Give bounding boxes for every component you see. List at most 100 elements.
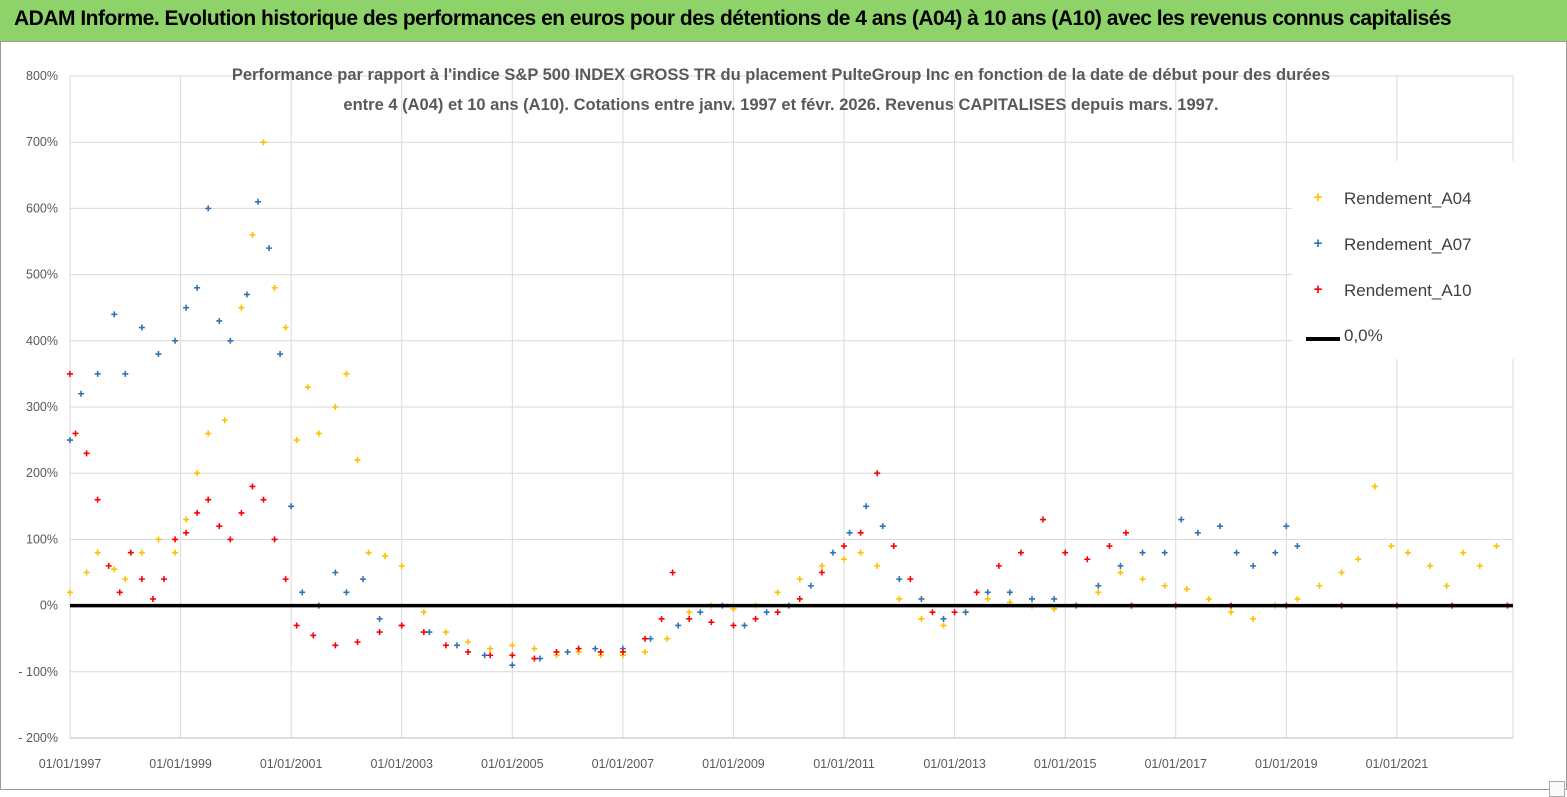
data-point — [398, 622, 405, 629]
data-point — [841, 556, 848, 563]
data-point — [973, 589, 980, 596]
data-point — [697, 609, 704, 616]
chart-svg: 800% 700% 600% 500% 400% 300% 200% 100% 0% - 100%… — [18, 66, 1514, 771]
chart-subtitle-line1: Performance par rapport à l'indice S&P 5… — [232, 66, 1330, 84]
data-point — [1139, 576, 1146, 583]
data-point — [138, 324, 145, 331]
data-point — [67, 589, 73, 596]
data-point — [1095, 582, 1102, 589]
data-point — [293, 622, 300, 629]
data-point — [1283, 523, 1290, 530]
data-point — [442, 629, 449, 636]
series-rendement_a04 — [67, 139, 1500, 659]
data-point — [647, 635, 654, 642]
data-point — [1233, 549, 1240, 556]
data-point — [741, 622, 748, 629]
legend-item-a07: + Rendement_A07 — [1312, 235, 1472, 255]
data-point — [509, 652, 516, 659]
data-point — [160, 576, 167, 583]
data-point — [962, 609, 969, 616]
y-tick-label: 600% — [26, 201, 58, 215]
data-point — [929, 609, 936, 616]
data-point — [675, 622, 682, 629]
data-point — [365, 549, 372, 556]
data-point — [890, 543, 897, 550]
data-point — [1316, 582, 1323, 589]
data-point — [1338, 569, 1345, 576]
data-point — [641, 648, 648, 655]
data-point — [531, 645, 538, 652]
y-tick-label: 400% — [26, 334, 58, 348]
data-point — [127, 549, 134, 556]
data-point — [94, 370, 101, 377]
data-point — [304, 384, 311, 391]
data-point — [315, 430, 322, 437]
resize-handle-icon[interactable] — [1549, 781, 1565, 797]
data-point — [730, 622, 737, 629]
data-point — [1117, 562, 1124, 569]
data-point — [1084, 556, 1091, 563]
y-tick-label: 800% — [26, 69, 58, 83]
data-point — [1205, 595, 1212, 602]
data-point — [260, 496, 267, 503]
legend-zero-line-icon — [1306, 337, 1340, 341]
data-point — [984, 589, 991, 596]
data-point — [465, 648, 472, 655]
y-tick-label: - 100% — [18, 665, 58, 679]
x-tick-label: 01/01/2001 — [260, 757, 323, 771]
data-point — [94, 549, 101, 556]
data-point — [398, 562, 405, 569]
data-point — [1404, 549, 1411, 556]
data-point — [465, 639, 472, 646]
data-point — [271, 536, 278, 543]
data-point — [111, 566, 118, 573]
data-point — [1294, 543, 1301, 550]
data-point — [216, 523, 223, 530]
x-axis-ticks: 01/01/1997 01/01/1999 01/01/2001 01/01/2003… — [39, 757, 1429, 771]
data-point — [509, 662, 516, 669]
data-point — [260, 139, 267, 146]
y-tick-label: 200% — [26, 466, 58, 480]
x-tick-label: 01/01/2009 — [702, 757, 765, 771]
chart-frame: 800% 700% 600% 500% 400% 300% 200% 100% 0% - 100%… — [0, 41, 1567, 797]
data-point — [1460, 549, 1467, 556]
data-point — [686, 615, 693, 622]
data-point — [238, 509, 245, 516]
x-tick-label: 01/01/2011 — [813, 757, 875, 771]
plus-marker-icon: + — [1313, 235, 1323, 252]
data-point — [1443, 582, 1450, 589]
data-point — [282, 324, 289, 331]
data-point — [360, 576, 367, 583]
data-point — [442, 642, 449, 649]
data-point — [1161, 582, 1168, 589]
data-point — [332, 569, 339, 576]
data-point — [194, 284, 201, 291]
data-point — [67, 437, 73, 444]
y-tick-label: 700% — [26, 135, 58, 149]
data-point — [149, 595, 156, 602]
data-point — [155, 536, 162, 543]
data-point — [332, 404, 339, 410]
data-point — [1040, 516, 1047, 523]
data-point — [918, 615, 925, 622]
data-point — [83, 450, 90, 457]
data-point — [1371, 483, 1378, 490]
data-point — [420, 609, 427, 616]
data-point — [619, 648, 626, 655]
data-point — [122, 370, 129, 377]
data-point — [116, 589, 123, 596]
data-point — [1355, 556, 1362, 563]
legend-label-a10: Rendement_A10 — [1344, 281, 1472, 300]
data-point — [1228, 609, 1235, 616]
data-point — [183, 516, 190, 523]
x-tick-label: 01/01/2013 — [923, 757, 986, 771]
data-point — [343, 589, 350, 596]
y-tick-label: 0% — [40, 599, 58, 613]
data-point — [896, 595, 903, 602]
data-point — [641, 635, 648, 642]
data-point — [1476, 562, 1483, 569]
data-point — [376, 615, 383, 622]
x-tick-label: 01/01/2003 — [370, 757, 433, 771]
data-point — [863, 503, 870, 510]
data-point — [343, 370, 350, 377]
